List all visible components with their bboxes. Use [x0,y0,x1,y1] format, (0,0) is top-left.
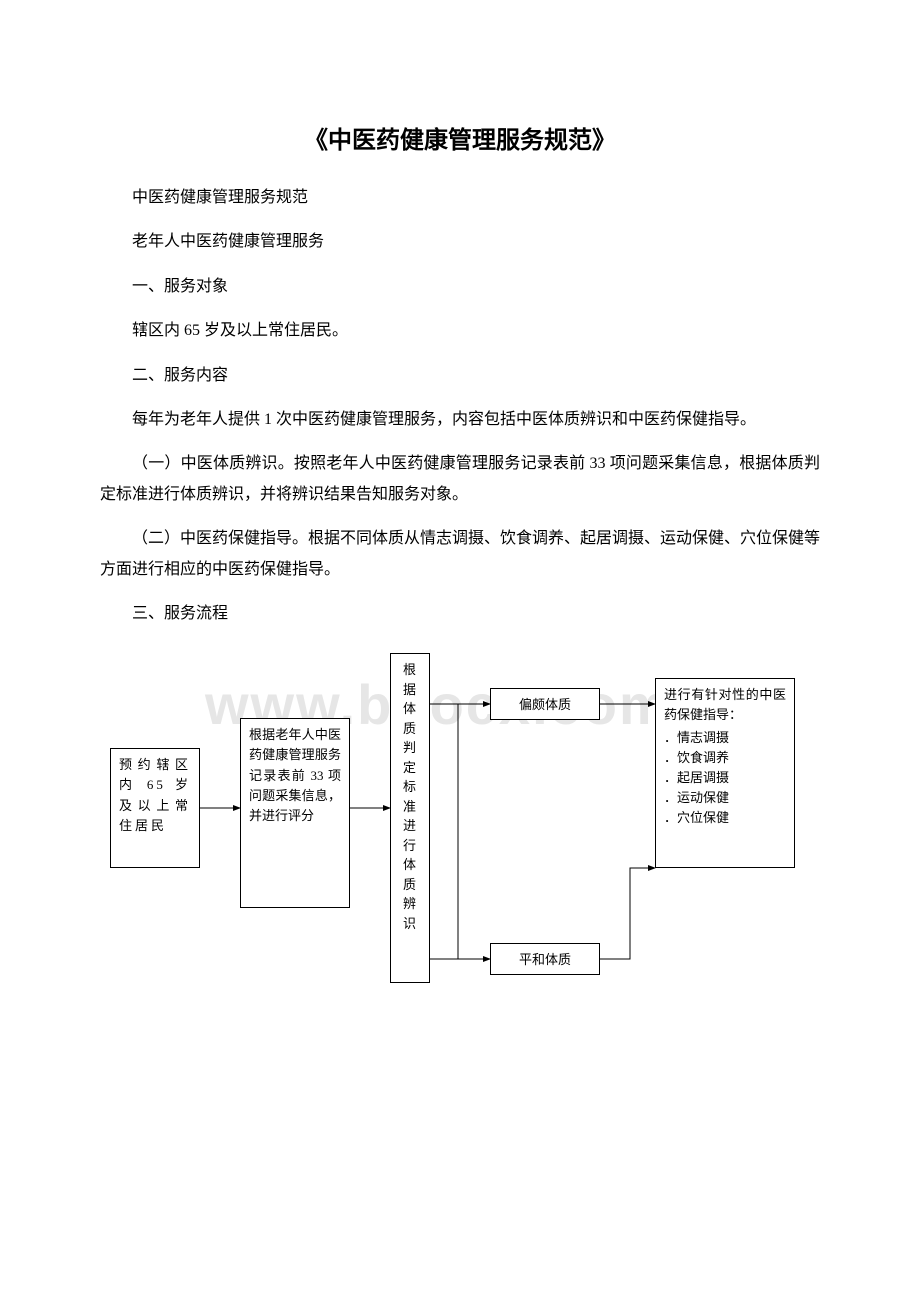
document-page: 《中医药健康管理服务规范》 中医药健康管理服务规范 老年人中医药健康管理服务 一… [0,0,920,1073]
flow-node-reserve: 预约辖区内 65 岁及以上常住居民 [110,748,200,868]
para-4: 辖区内 65 岁及以上常住居民。 [100,316,820,346]
flow-node-balanced: 平和体质 [490,943,600,975]
flow-node-guidance-item: ．饮食调养 [664,748,786,768]
flow-node-guidance-item: ．情志调摄 [664,728,786,748]
flow-node-collect: 根据老年人中医药健康管理服务记录表前 33 项问题采集信息，并进行评分 [240,718,350,908]
page-title: 《中医药健康管理服务规范》 [100,120,820,155]
flow-node-guidance: 进行有针对性的中医药保健指导： ．情志调摄．饮食调养．起居调摄．运动保健．穴位保健 [655,678,795,868]
flow-node-guidance-item: ．穴位保健 [664,808,786,828]
para-1: 中医药健康管理服务规范 [100,183,820,213]
para-2: 老年人中医药健康管理服务 [100,227,820,257]
para-3: 一、服务对象 [100,272,820,302]
para-5: 二、服务内容 [100,361,820,391]
flow-node-guidance-header: 进行有针对性的中医药保健指导： [664,685,786,725]
para-7: （一）中医体质辨识。按照老年人中医药健康管理服务记录表前 33 项问题采集信息，… [100,449,820,510]
para-8: （二）中医药保健指导。根据不同体质从情志调摄、饮食调养、起居调摄、运动保健、穴位… [100,524,820,585]
service-flowchart: 预约辖区内 65 岁及以上常住居民 根据老年人中医药健康管理服务记录表前 33 … [100,643,820,1073]
flow-node-guidance-item: ．运动保健 [664,788,786,808]
para-6: 每年为老年人提供 1 次中医药健康管理服务，内容包括中医体质辨识和中医药保健指导… [100,405,820,435]
flow-node-identify: 根据体质判定标准进行体质辨识 [390,653,430,983]
flow-node-guidance-item: ．起居调摄 [664,768,786,788]
para-9: 三、服务流程 [100,599,820,629]
flow-node-biased: 偏颇体质 [490,688,600,720]
